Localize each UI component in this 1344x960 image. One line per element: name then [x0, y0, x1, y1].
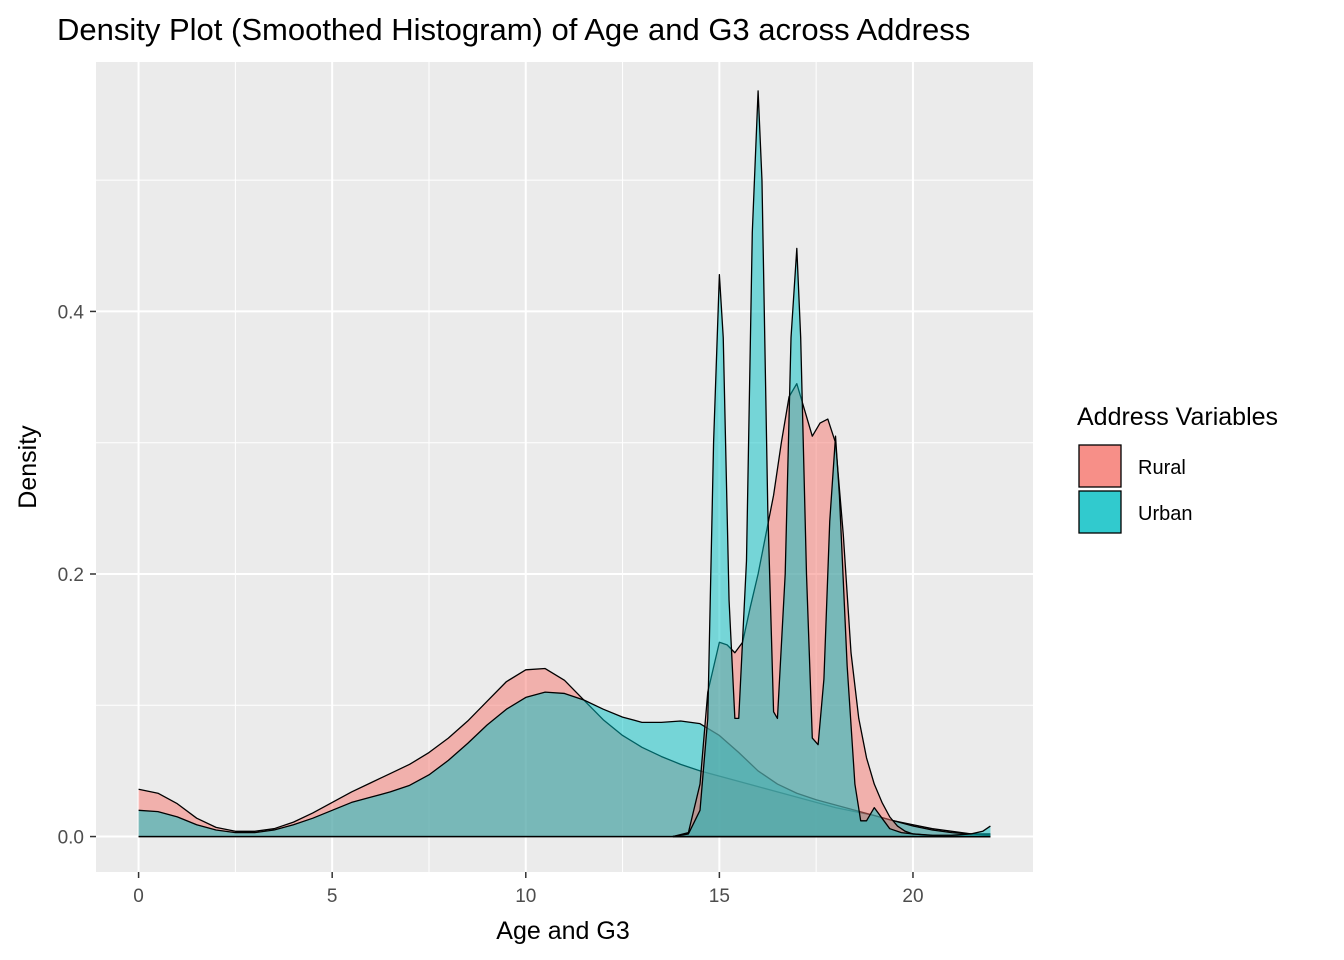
y-tick-label: 0.4 [58, 302, 85, 323]
y-axis-title: Density [14, 425, 42, 509]
minor-gridlines [96, 62, 1033, 872]
legend-label-urban: Urban [1138, 503, 1192, 525]
x-tick-label: 5 [327, 886, 338, 907]
y-tick-label: 0.2 [58, 565, 84, 586]
x-tick-label: 10 [515, 886, 536, 907]
x-tick-label: 15 [709, 886, 730, 907]
legend-label-rural: Rural [1138, 457, 1186, 479]
y-axis: 0.0 0.2 0.4 [58, 302, 96, 849]
density-areas [138, 90, 991, 838]
rural-age-density-outline [672, 382, 991, 838]
legend-key-urban [1078, 490, 1122, 534]
legend-key-rural [1078, 444, 1122, 488]
legend: Address Variables Rural Urban [1077, 403, 1278, 534]
x-tick-label: 0 [133, 886, 144, 907]
legend-title: Address Variables [1077, 403, 1278, 431]
x-tick-label: 20 [902, 886, 923, 907]
urban-age-density-outline [672, 90, 991, 838]
x-axis-title: Age and G3 [496, 917, 629, 945]
urban-age-density-area [672, 90, 991, 837]
x-axis: 0 5 10 15 20 [133, 872, 924, 907]
y-tick-label: 0.0 [58, 828, 84, 849]
chart-title: Density Plot (Smoothed Histogram) of Age… [57, 12, 970, 47]
